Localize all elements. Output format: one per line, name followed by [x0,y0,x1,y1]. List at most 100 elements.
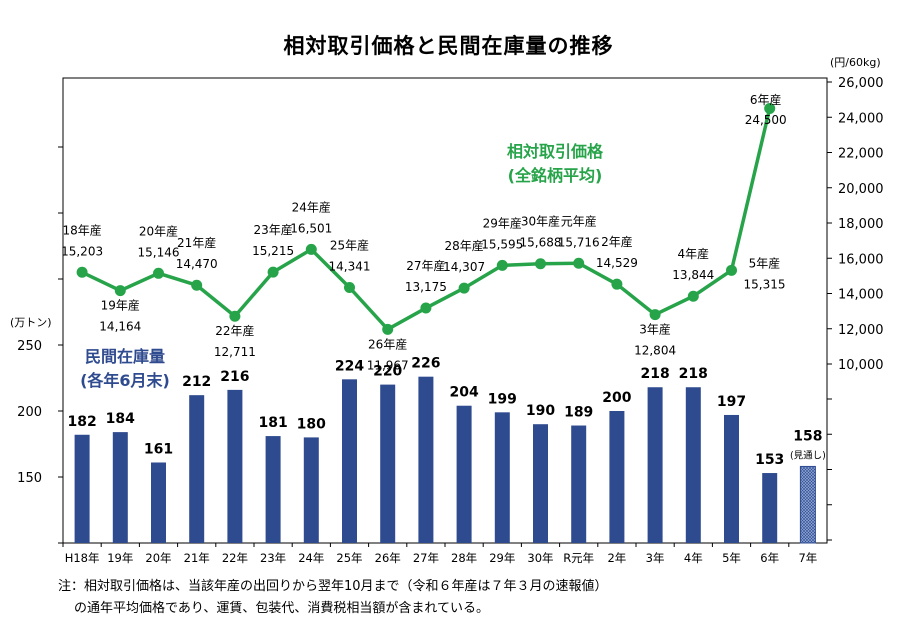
inventory-bar [189,395,205,543]
footnote-line-1: 注：相対取引価格は、当該年産の出回りから翌年10月まで（令和６年産は７年３月の速… [58,579,608,594]
right-tick-label: 12,000 [838,323,884,338]
line-series-price [76,102,776,335]
price-line [81,108,772,332]
inventory-bar [227,389,243,543]
price-point [191,279,203,291]
right-tick-label: 10,000 [838,358,884,373]
inventory-bar [151,462,166,543]
price-year-label: 19年産 [101,298,140,313]
price-point [496,259,508,271]
price-year-label: 22年産 [215,323,254,338]
inventory-value-label: 180 [297,416,326,432]
x-tick-label: 21年 [184,551,210,565]
price-year-label: 27年産 [406,258,445,273]
price-value-label: 15,215 [252,244,294,258]
price-value-label: 14,341 [329,259,371,273]
price-value-label: 15,595 [481,237,523,251]
price-point [76,266,88,278]
price-year-label: 6年産 [750,92,782,107]
x-tick-label: 25年 [336,551,362,565]
left-tick-label: 200 [17,405,42,420]
price-value-label: 13,844 [672,268,714,282]
bar-series-inventory [74,376,816,544]
footnote-line-2: の通年平均価格であり、運賃、包装代、消費税相当額が含まれている。 [74,601,489,616]
price-value-label: 15,688 [520,236,562,250]
price-point [687,290,699,302]
inventory-value-label: 224 [335,358,364,374]
price-value-label: 12,711 [214,345,256,359]
inventory-value-label: 218 [679,366,708,382]
price-year-label: 元年産 [561,213,597,228]
price-value-label: 15,203 [61,244,103,258]
price-point [649,309,661,321]
inventory-bar [74,434,90,543]
inventory-value-label: 204 [449,385,478,401]
price-point [611,278,623,290]
price-point [229,310,241,322]
price-year-label: 5年産 [749,255,781,270]
inventory-bar [762,473,778,543]
left-tick-label: 150 [17,471,42,486]
inventory-value-label: 220 [373,364,402,380]
inventory-bar [112,432,128,543]
price-point [153,267,164,279]
x-tick-label: 28年 [451,551,477,565]
inventory-value-label: 161 [144,441,173,457]
price-value-label: 16,501 [290,221,332,235]
line-series-name: (全銘柄平均) [508,166,603,185]
right-tick-label: 14,000 [838,288,884,303]
price-year-label: 21年産 [177,235,216,250]
x-tick-label: 26年 [375,551,401,565]
plot-border [62,77,828,544]
x-tick-label: 4年 [684,551,703,565]
price-year-label: 30年産 [521,214,560,229]
right-tick-label: 18,000 [838,217,884,232]
plot-frame [62,77,828,544]
line-series-name: 相対取引価格 [507,142,604,161]
price-point [305,243,317,255]
price-year-label: 18年産 [62,222,101,237]
inventory-value-label: 158 [793,428,822,444]
right-tick-label: 26,000 [838,76,884,91]
inventory-bar [533,424,548,543]
inventory-bar [303,437,319,543]
price-point [420,302,432,314]
price-year-label: 28年産 [444,238,483,253]
price-point [535,258,546,270]
x-tick-label: 20年 [145,551,171,565]
inventory-bar [685,387,701,543]
price-point [382,323,394,335]
inventory-value-label: 212 [182,374,211,390]
inventory-value-label: 200 [602,390,631,406]
bar-series-name: 民間在庫量 [85,347,165,366]
price-point [458,282,470,294]
x-tick-label: 23年 [260,551,286,565]
x-tick-label: 7年 [798,551,817,565]
inventory-bar [418,376,434,543]
inventory-bar [342,379,357,543]
inventory-bar [647,387,663,543]
inventory-value-label: 190 [526,403,555,419]
x-tick-label: 6年 [760,551,779,565]
x-tick-label: 3年 [646,551,665,565]
bar-series-name: (各年6月末) [80,371,170,390]
price-value-label: 24,500 [745,113,787,127]
left-tick-label: 250 [17,339,42,354]
x-tick-label: 22年 [222,551,248,565]
price-value-label: 14,164 [99,320,141,334]
price-value-label: 14,307 [443,260,485,274]
right-axis-unit: (円/60kg) [830,56,881,69]
x-tick-label: H18年 [65,551,100,565]
x-tick-label: 29年 [489,551,515,565]
price-year-label: 20年産 [139,223,178,238]
inventory-value-label: 181 [258,415,287,431]
inventory-value-label: 226 [411,356,440,372]
price-year-label: 25年産 [330,237,369,252]
inventory-bar [609,411,625,543]
inventory-bar [265,436,281,543]
price-value-label: 15,716 [558,235,600,249]
inventory-value-label: 189 [564,405,593,421]
x-tick-label: 30年 [527,551,553,565]
price-point [114,285,126,297]
